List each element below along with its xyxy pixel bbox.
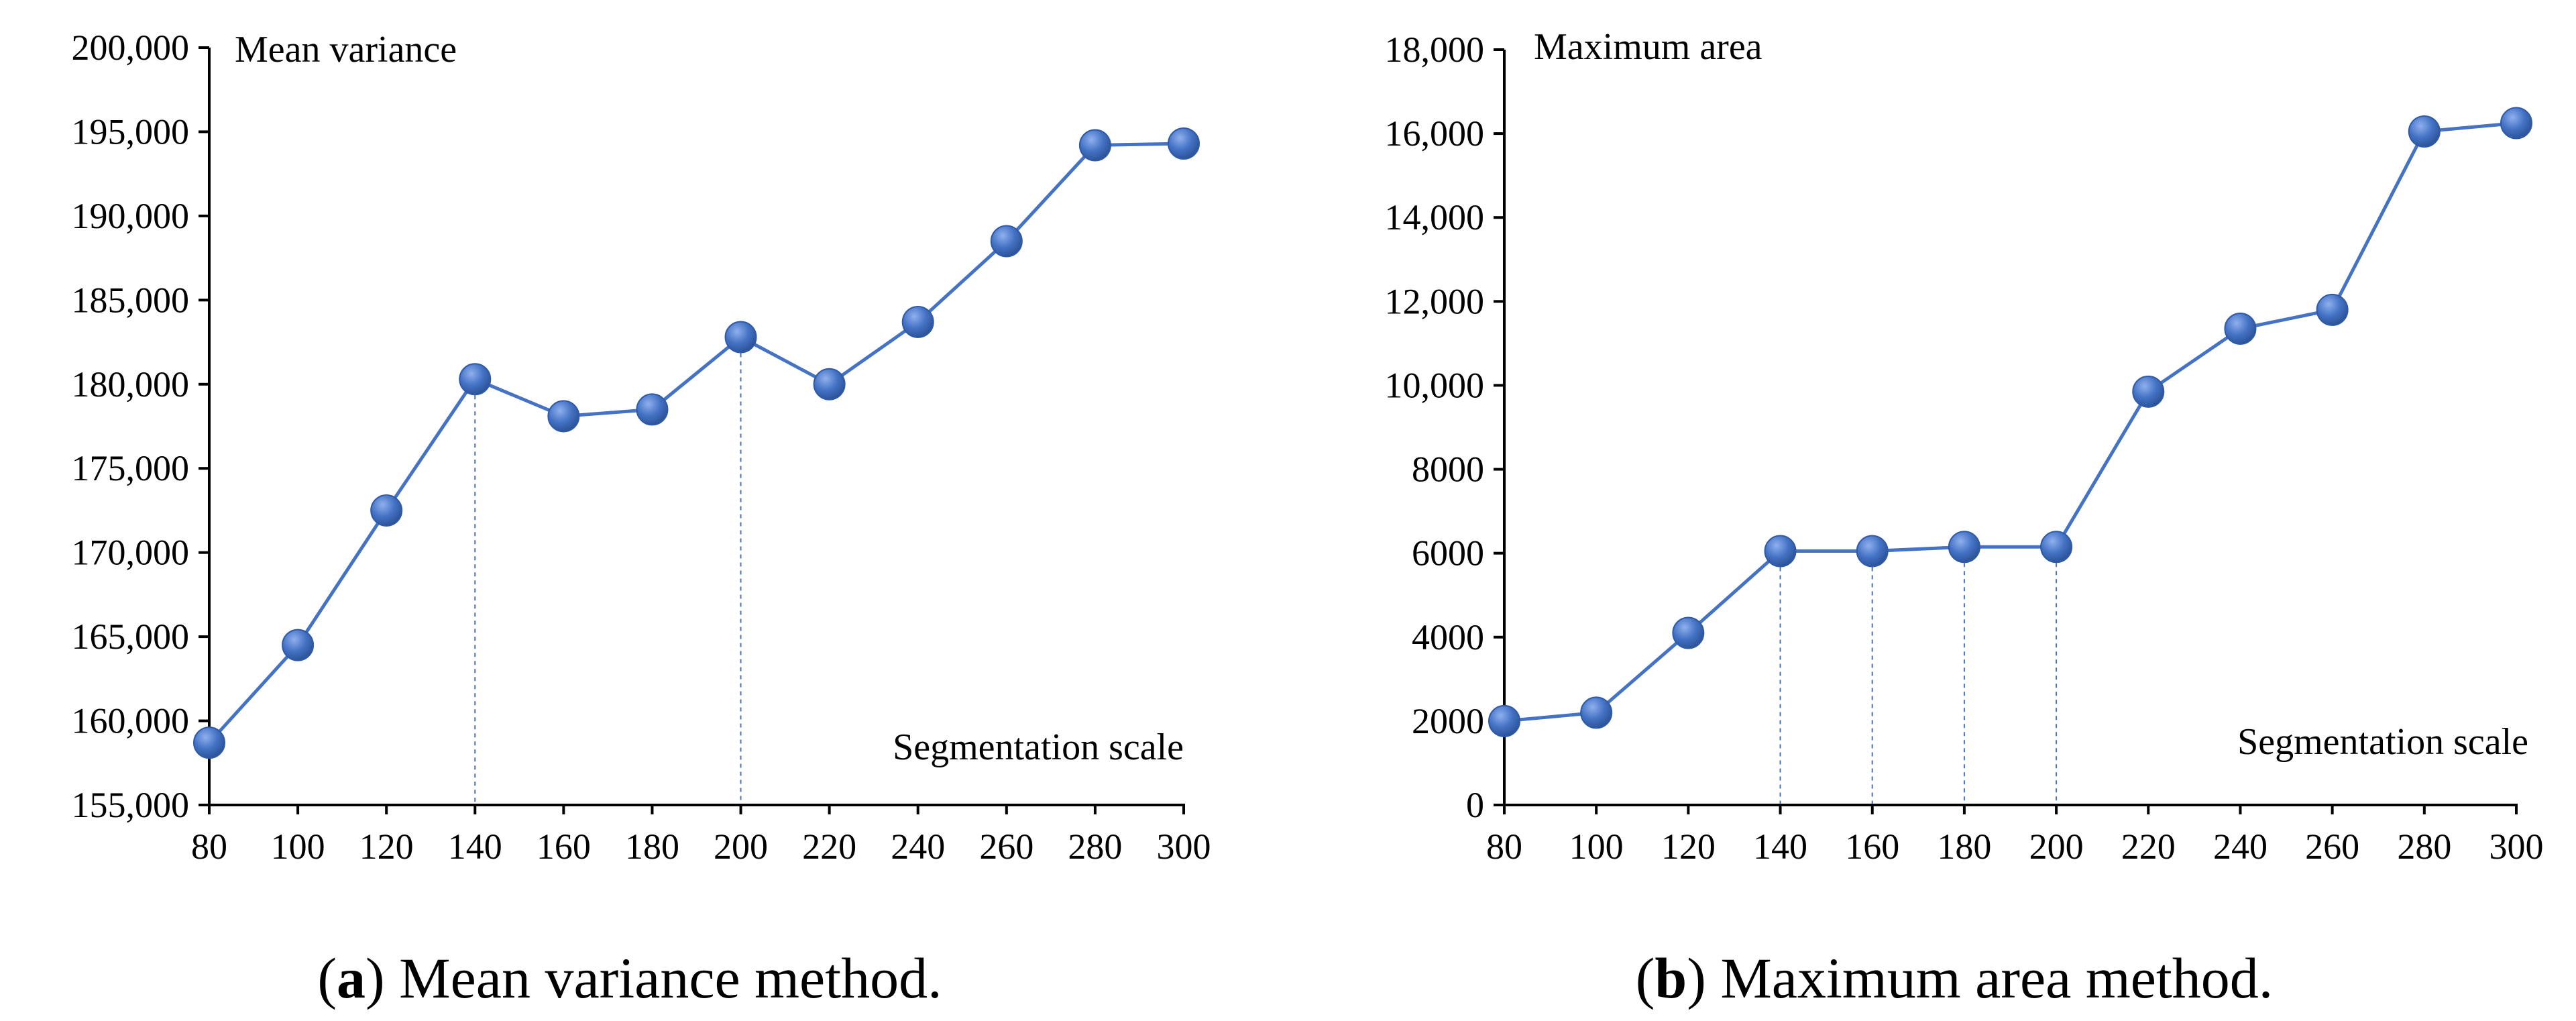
x-tick-label: 300 xyxy=(1157,826,1211,867)
y-tick-label: 8000 xyxy=(1412,449,1484,490)
y-tick-label: 12,000 xyxy=(1385,281,1485,321)
x-tick-label: 160 xyxy=(1845,826,1899,867)
x-tick-label: 240 xyxy=(891,826,945,867)
y-tick-label: 170,000 xyxy=(72,533,190,573)
x-tick-label: 120 xyxy=(1661,826,1716,867)
y-tick-label: 10,000 xyxy=(1385,365,1485,405)
x-tick-label: 240 xyxy=(2213,826,2267,867)
y-tick-label: 190,000 xyxy=(72,196,190,236)
chart-b-droplines xyxy=(1779,547,2058,805)
data-point xyxy=(282,629,315,661)
x-tick-label: 220 xyxy=(2121,826,2176,867)
y-tick-label: 2000 xyxy=(1412,701,1484,741)
x-tick-label: 140 xyxy=(1753,826,1807,867)
x-tick-label: 280 xyxy=(1068,826,1122,867)
x-tick-label: 180 xyxy=(625,826,679,867)
data-point xyxy=(2132,375,2165,408)
y-tick-label: 18,000 xyxy=(1385,30,1485,70)
x-tick-label: 200 xyxy=(2029,826,2084,867)
x-tick-label: 260 xyxy=(979,826,1033,867)
y-tick-label: 185,000 xyxy=(72,280,190,320)
chart-a-axes xyxy=(208,48,1185,806)
chart-b-axes xyxy=(1503,50,2518,806)
x-tick-label: 120 xyxy=(359,826,414,867)
chart-b-caption: (b) Maximum area method. xyxy=(1636,946,2274,1010)
chart-b-y-ticks: 0 2000 4000 6000 8000 10,000 12,000 14,000 16,00… xyxy=(1385,30,1504,825)
chart-a-droplines xyxy=(474,337,742,805)
x-tick-label: 100 xyxy=(271,826,325,867)
y-tick-label: 155,000 xyxy=(72,785,190,825)
chart-b: 0 2000 4000 6000 8000 10,000 12,000 14,000 16,00… xyxy=(1385,26,2544,1010)
data-point xyxy=(1856,535,1889,568)
data-point xyxy=(1672,616,1705,649)
data-point xyxy=(2408,115,2441,148)
data-point xyxy=(1580,696,1613,729)
data-point xyxy=(636,393,669,426)
chart-a-caption-text: Mean variance method. xyxy=(399,946,942,1010)
chart-b-caption-letter: b xyxy=(1655,946,1687,1010)
y-tick-label: 200,000 xyxy=(72,28,190,68)
y-tick-label: 165,000 xyxy=(72,616,190,657)
chart-a: 155,000 160,000 165,000 170,000 175,000 180,0… xyxy=(72,28,1211,1010)
x-tick-label: 220 xyxy=(802,826,856,867)
data-point xyxy=(1488,704,1520,737)
y-tick-label: 175,000 xyxy=(72,448,190,488)
x-tick-label: 200 xyxy=(714,826,768,867)
x-tick-label: 80 xyxy=(1486,826,1522,867)
data-point xyxy=(990,225,1023,258)
chart-a-x-ticks: 80 100 120 140 160 180 200 220 240 260 280 300 xyxy=(191,805,1211,867)
data-point xyxy=(1168,127,1200,160)
x-tick-label: 140 xyxy=(448,826,502,867)
data-point xyxy=(547,400,580,433)
data-point xyxy=(2040,531,2073,563)
y-tick-label: 160,000 xyxy=(72,701,190,741)
chart-b-x-ticks: 80 100 120 140 160 180 200 220 240 260 280 300 xyxy=(1486,805,2544,867)
chart-a-y-ticks: 155,000 160,000 165,000 170,000 175,000 180,0… xyxy=(72,28,209,825)
data-point xyxy=(1948,531,1980,563)
data-point xyxy=(813,368,846,400)
data-point xyxy=(459,363,492,396)
data-point xyxy=(1078,129,1111,162)
data-point xyxy=(724,321,757,354)
chart-a-series xyxy=(193,127,1200,759)
chart-b-caption-text: Maximum area method. xyxy=(1720,946,2273,1010)
data-point xyxy=(193,727,225,759)
x-tick-label: 80 xyxy=(191,826,227,867)
x-tick-label: 100 xyxy=(1569,826,1624,867)
y-tick-label: 14,000 xyxy=(1385,197,1485,237)
chart-a-caption-letter: a xyxy=(337,946,366,1010)
x-tick-label: 180 xyxy=(1937,826,1991,867)
data-point xyxy=(2316,293,2349,326)
chart-b-series xyxy=(1488,107,2532,737)
chart-b-y-axis-title: Maximum area xyxy=(1534,26,1762,68)
y-tick-label: 16,000 xyxy=(1385,113,1485,154)
y-tick-label: 180,000 xyxy=(72,364,190,405)
series-line xyxy=(1504,121,2517,723)
chart-a-caption: (a) Mean variance method. xyxy=(317,946,942,1010)
y-tick-label: 4000 xyxy=(1412,617,1484,657)
chart-a-x-axis-title: Segmentation scale xyxy=(893,727,1184,768)
data-point xyxy=(901,305,934,338)
data-point xyxy=(2500,107,2532,140)
x-tick-label: 280 xyxy=(2397,826,2451,867)
x-tick-label: 260 xyxy=(2305,826,2359,867)
x-tick-label: 160 xyxy=(537,826,591,867)
x-tick-label: 300 xyxy=(2489,826,2544,867)
series-line xyxy=(208,142,1184,744)
y-tick-label: 0 xyxy=(1466,785,1484,825)
data-point xyxy=(370,494,403,527)
data-point xyxy=(2224,312,2257,345)
y-tick-label: 195,000 xyxy=(72,111,190,152)
chart-b-x-axis-title: Segmentation scale xyxy=(2237,721,2528,763)
data-point xyxy=(1764,535,1797,568)
y-tick-label: 6000 xyxy=(1412,533,1484,574)
chart-a-y-axis-title: Mean variance xyxy=(235,29,457,70)
